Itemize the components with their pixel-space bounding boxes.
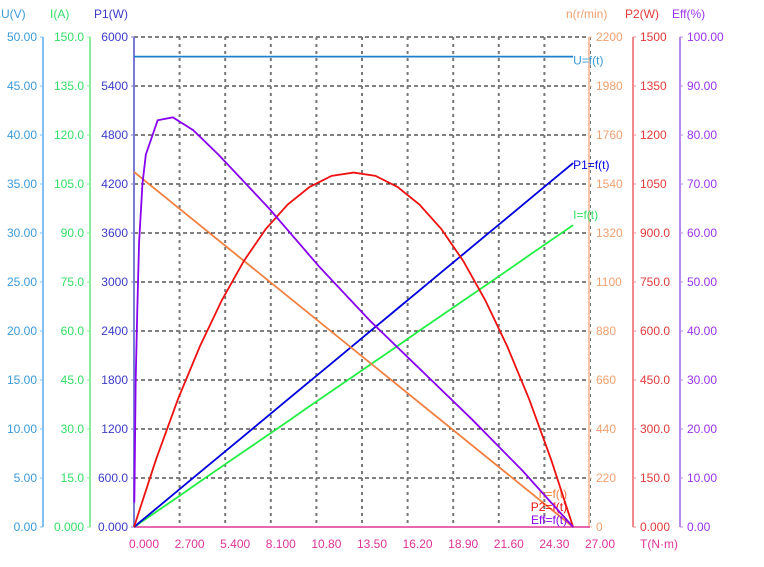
tick-label-U: 45.00 <box>7 79 37 93</box>
tick-label-I: 90.0 <box>61 226 85 240</box>
x-tick-label: 10.80 <box>311 537 341 551</box>
tick-label-I: 75.0 <box>61 275 85 289</box>
x-tick-label: 24.30 <box>539 537 569 551</box>
tick-label-I: 0.000 <box>54 520 84 534</box>
tick-label-P1: 4200 <box>101 177 128 191</box>
series-line-P1 <box>133 162 574 528</box>
axis-title-I: I(A) <box>50 7 69 21</box>
tick-label-P1: 1800 <box>101 373 128 387</box>
tick-label-I: 150.0 <box>54 30 84 44</box>
tick-label-U: 0.00 <box>14 520 38 534</box>
tick-label-P1: 3600 <box>101 226 128 240</box>
tick-label-Eff: 70.00 <box>687 177 717 191</box>
tick-label-P2: 1500 <box>640 30 667 44</box>
tick-label-I: 60.0 <box>61 324 85 338</box>
tick-label-P2: 0.000 <box>640 520 670 534</box>
tick-label-I: 30.0 <box>61 422 85 436</box>
series-label-U: U=f(t) <box>573 54 603 68</box>
series-line-I <box>133 224 574 528</box>
axis-title-Eff: Eff(%) <box>672 7 705 21</box>
tick-label-P2: 750.0 <box>640 275 670 289</box>
tick-label-I: 135.0 <box>54 79 84 93</box>
series-line-P2 <box>133 171 574 528</box>
tick-label-P1: 2400 <box>101 324 128 338</box>
tick-label-U: 20.00 <box>7 324 37 338</box>
axis-title-P1: P1(W) <box>94 7 128 21</box>
series-line-Eff <box>133 116 574 528</box>
series-label-P1: P1=f(t) <box>573 158 609 172</box>
tick-label-I: 15.0 <box>61 471 85 485</box>
tick-label-P1: 1200 <box>101 422 128 436</box>
tick-label-P1: 600.0 <box>98 471 128 485</box>
tick-label-Eff: 30.00 <box>687 373 717 387</box>
tick-label-n: 1760 <box>596 128 623 142</box>
tick-label-Eff: 100.00 <box>687 30 724 44</box>
tick-label-P2: 1200 <box>640 128 667 142</box>
tick-label-P1: 0.000 <box>98 520 128 534</box>
x-tick-label: 18.90 <box>448 537 478 551</box>
x-tick-label: 0.000 <box>129 537 159 551</box>
tick-label-n: 0 <box>596 520 603 534</box>
x-tick-label: 21.60 <box>494 537 524 551</box>
tick-label-I: 105.0 <box>54 177 84 191</box>
axis-title-n: n(r/min) <box>566 7 607 21</box>
tick-label-Eff: 40.00 <box>687 324 717 338</box>
axis-title-P2: P2(W) <box>625 7 659 21</box>
tick-label-U: 15.00 <box>7 373 37 387</box>
tick-label-n: 880 <box>596 324 616 338</box>
tick-label-U: 40.00 <box>7 128 37 142</box>
tick-label-n: 660 <box>596 373 616 387</box>
tick-label-P2: 900.0 <box>640 226 670 240</box>
tick-label-P2: 1350 <box>640 79 667 93</box>
tick-label-I: 120.0 <box>54 128 84 142</box>
tick-label-Eff: 80.00 <box>687 128 717 142</box>
tick-label-P1: 5400 <box>101 79 128 93</box>
tick-label-n: 1980 <box>596 79 623 93</box>
tick-label-P2: 150.0 <box>640 471 670 485</box>
tick-label-U: 35.00 <box>7 177 37 191</box>
tick-label-U: 25.00 <box>7 275 37 289</box>
tick-label-U: 30.00 <box>7 226 37 240</box>
tick-label-n: 1540 <box>596 177 623 191</box>
tick-label-P2: 450.0 <box>640 373 670 387</box>
x-tick-label: 8.100 <box>266 537 296 551</box>
x-tick-label: 5.400 <box>220 537 250 551</box>
tick-label-P2: 300.0 <box>640 422 670 436</box>
x-tick-label: 16.20 <box>403 537 433 551</box>
series-label-Eff: Eff=f(t) <box>531 513 567 527</box>
tick-label-n: 440 <box>596 422 616 436</box>
series-label-P2: P2=f(t) <box>531 500 567 514</box>
tick-label-P1: 6000 <box>101 30 128 44</box>
x-tick-label: 13.50 <box>357 537 387 551</box>
tick-label-U: 5.00 <box>14 471 38 485</box>
x-tick-label: 27.00 <box>585 537 615 551</box>
tick-label-Eff: 10.00 <box>687 471 717 485</box>
tick-label-U: 10.00 <box>7 422 37 436</box>
tick-label-Eff: 20.00 <box>687 422 717 436</box>
tick-label-P1: 3000 <box>101 275 128 289</box>
tick-label-P2: 1050 <box>640 177 667 191</box>
series-label-I: I=f(t) <box>573 208 598 222</box>
tick-label-n: 2200 <box>596 30 623 44</box>
tick-label-Eff: 90.00 <box>687 79 717 93</box>
tick-label-P2: 600.0 <box>640 324 670 338</box>
tick-label-Eff: 60.00 <box>687 226 717 240</box>
tick-label-P1: 4800 <box>101 128 128 142</box>
x-axis-title: T(N·m) <box>640 537 678 551</box>
tick-label-n: 1320 <box>596 226 623 240</box>
tick-label-n: 220 <box>596 471 616 485</box>
tick-label-n: 1100 <box>596 275 622 289</box>
x-tick-label: 2.700 <box>175 537 205 551</box>
tick-label-I: 45.0 <box>61 373 85 387</box>
series-line-n <box>133 171 574 528</box>
tick-label-U: 50.00 <box>7 30 37 44</box>
tick-label-Eff: 0.00 <box>687 520 711 534</box>
tick-label-Eff: 50.00 <box>687 275 717 289</box>
axis-title-U: U(V) <box>1 7 26 21</box>
